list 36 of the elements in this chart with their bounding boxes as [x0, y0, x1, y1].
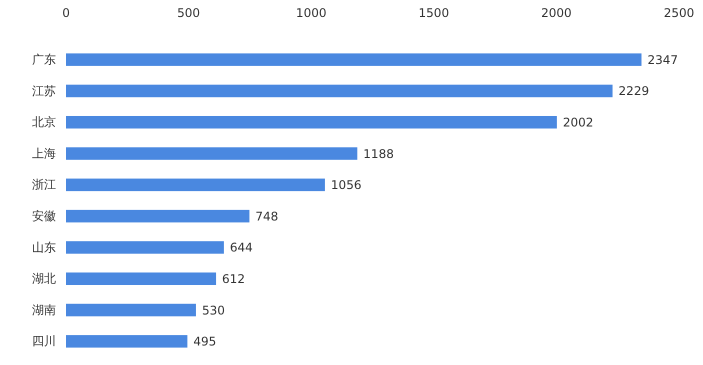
data-label: 2229: [618, 84, 650, 98]
bar: [66, 335, 188, 348]
data-label: 612: [222, 272, 245, 286]
data-label: 1056: [330, 178, 362, 192]
y-tick-label: 浙江: [32, 178, 56, 192]
data-label: 2002: [562, 115, 594, 130]
y-tick-label: 江苏: [32, 84, 56, 98]
data-label: 495: [193, 334, 216, 349]
x-tick-label: 1000: [296, 6, 326, 20]
y-tick-label: 安徽: [32, 208, 56, 223]
y-tick-label: 上海: [32, 146, 56, 160]
x-tick-label: 2500: [664, 6, 694, 20]
bar: [66, 210, 250, 222]
data-label: 2347: [647, 52, 678, 67]
y-tick-label: 北京: [32, 115, 56, 130]
x-tick-label: 2000: [541, 6, 572, 20]
data-label: 748: [255, 209, 278, 224]
data-label: 530: [202, 303, 225, 318]
bar: [66, 178, 325, 192]
bar: [66, 241, 224, 254]
x-tick-label: 1500: [418, 6, 450, 20]
bar: [66, 116, 557, 129]
data-label: 644: [230, 240, 253, 255]
bar: [66, 147, 358, 160]
y-tick-label: 广东: [32, 52, 56, 66]
y-tick-label: 山东: [32, 240, 56, 254]
bar: [66, 84, 613, 98]
x-tick-label: 500: [177, 6, 200, 20]
bar: [66, 53, 642, 66]
bar: [66, 272, 216, 286]
y-tick-label: 湖南: [32, 302, 56, 317]
bar: [66, 304, 196, 316]
x-tick-label: 0: [62, 6, 70, 20]
data-label: 1188: [363, 146, 394, 161]
y-tick-label: 湖北: [32, 272, 56, 286]
y-tick-label: 四川: [32, 334, 56, 348]
